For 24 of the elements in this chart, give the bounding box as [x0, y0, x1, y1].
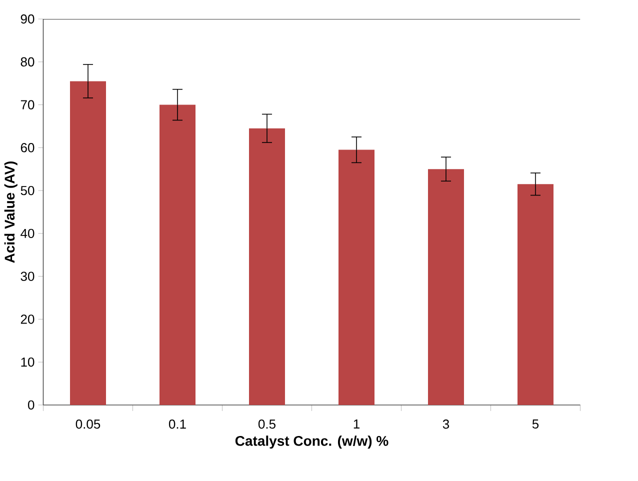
x-tick-label: 3 [442, 420, 450, 429]
bar [517, 184, 554, 405]
y-axis-title: Acid Value (AV) [4, 161, 18, 263]
y-tick-label: 30 [20, 272, 34, 281]
x-axis-title: Catalyst Conc. (w/w) % [235, 436, 388, 449]
bar [160, 104, 196, 405]
y-tick-label: 40 [20, 228, 34, 238]
y-tick-label: 10 [21, 357, 34, 367]
x-tick-label: 1 [354, 420, 360, 428]
y-tick-label: 0 [28, 400, 34, 410]
y-tick-label: 80 [20, 57, 34, 66]
y-tick-label: 90 [20, 14, 34, 24]
bar [249, 128, 285, 405]
bar [70, 81, 106, 405]
y-tick-label: 70 [20, 100, 34, 110]
bar [428, 169, 464, 405]
x-tick-label: 0.5 [258, 420, 276, 429]
x-tick-label: 0.1 [168, 420, 186, 429]
x-tick-label: 0.05 [76, 420, 100, 429]
x-tick-label: 5 [532, 420, 539, 429]
y-tick-label: 20 [20, 314, 34, 324]
y-tick-label: 60 [20, 143, 34, 152]
y-tick-label: 50 [20, 186, 34, 196]
bar [338, 150, 374, 405]
